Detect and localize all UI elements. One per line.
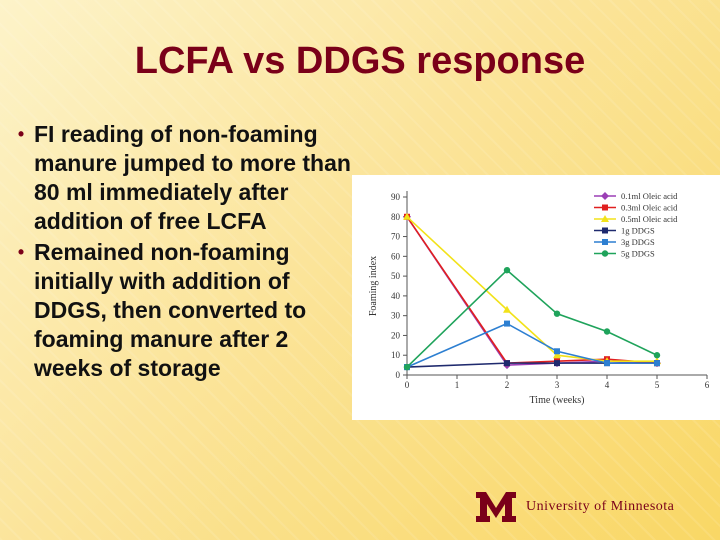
y-axis-label: Foaming index <box>368 256 379 316</box>
legend-label: 1g DDGS <box>621 226 655 236</box>
y-tick-label: 40 <box>391 291 401 301</box>
university-name: University of Minnesota <box>526 499 675 514</box>
legend-marker <box>602 227 608 234</box>
bullet-dot-icon: • <box>17 124 25 144</box>
slide-title: LCFA vs DDGS response <box>134 40 586 82</box>
legend-marker <box>601 215 609 222</box>
legend-label: 5g DDGS <box>621 249 655 259</box>
data-point <box>503 266 511 274</box>
legend-label: 0.1ml Oleic acid <box>621 191 678 201</box>
y-tick-label: 10 <box>391 350 401 360</box>
x-tick-label: 6 <box>705 380 710 390</box>
bullet-item: • FI reading of non-foaming manure jumpe… <box>8 120 353 236</box>
x-tick-label: 2 <box>505 380 510 390</box>
y-tick-label: 20 <box>391 330 401 340</box>
bullet-list: • FI reading of non-foaming manure jumpe… <box>8 120 353 385</box>
legend-label: 0.5ml Oleic acid <box>621 214 678 224</box>
y-tick-label: 60 <box>391 251 401 261</box>
x-axis-label: Time (weeks) <box>530 395 585 406</box>
legend-marker <box>602 239 608 245</box>
y-tick-label: 50 <box>391 271 401 281</box>
bullet-item: • Remained non-foaming initially with ad… <box>8 238 353 383</box>
x-tick-label: 5 <box>655 380 660 390</box>
data-point <box>554 348 560 355</box>
legend-label: 3g DDGS <box>621 237 655 247</box>
chart-svg: 0 10 20 30 40 50 60 70 80 90 0 1 2 3 4 5 6 Time (weeks) Fo… <box>368 191 710 406</box>
series-line-5 <box>406 269 658 368</box>
data-point <box>654 360 660 367</box>
y-tick-label: 0 <box>396 370 401 380</box>
line-chart: 0 10 20 30 40 50 60 70 80 90 0 1 2 3 4 5 6 Time (weeks) Fo… <box>352 175 720 420</box>
data-point <box>503 305 511 313</box>
x-tick-label: 1 <box>455 380 460 390</box>
x-tick-label: 4 <box>605 380 610 390</box>
data-point <box>653 352 661 359</box>
data-point <box>504 360 510 367</box>
data-point <box>604 360 610 367</box>
bullet-dot-icon: • <box>17 242 25 262</box>
series-line-1 <box>406 216 658 364</box>
data-point <box>504 320 510 327</box>
university-logo-icon <box>476 492 516 522</box>
legend-label: 0.3ml Oleic acid <box>621 203 678 213</box>
data-point <box>553 310 561 317</box>
legend-marker <box>602 204 608 211</box>
data-point <box>554 360 560 367</box>
bullet-text: Remained non-foaming initially with addi… <box>34 239 307 381</box>
bullet-text: FI reading of non-foaming manure jumped … <box>34 121 351 234</box>
data-point <box>403 363 411 371</box>
legend-marker <box>601 192 609 200</box>
data-point <box>553 351 561 359</box>
legend-marker <box>601 250 609 257</box>
y-tick-label: 30 <box>391 311 401 321</box>
data-point <box>603 328 611 335</box>
y-tick-label: 70 <box>391 232 401 242</box>
x-tick-label: 3 <box>555 380 560 390</box>
data-point <box>403 212 411 220</box>
x-tick-label: 0 <box>405 380 410 390</box>
y-tick-label: 80 <box>391 212 401 222</box>
university-footer: University of Minnesota <box>474 490 710 524</box>
y-tick-label: 90 <box>391 192 401 202</box>
series-line-2 <box>406 216 657 362</box>
